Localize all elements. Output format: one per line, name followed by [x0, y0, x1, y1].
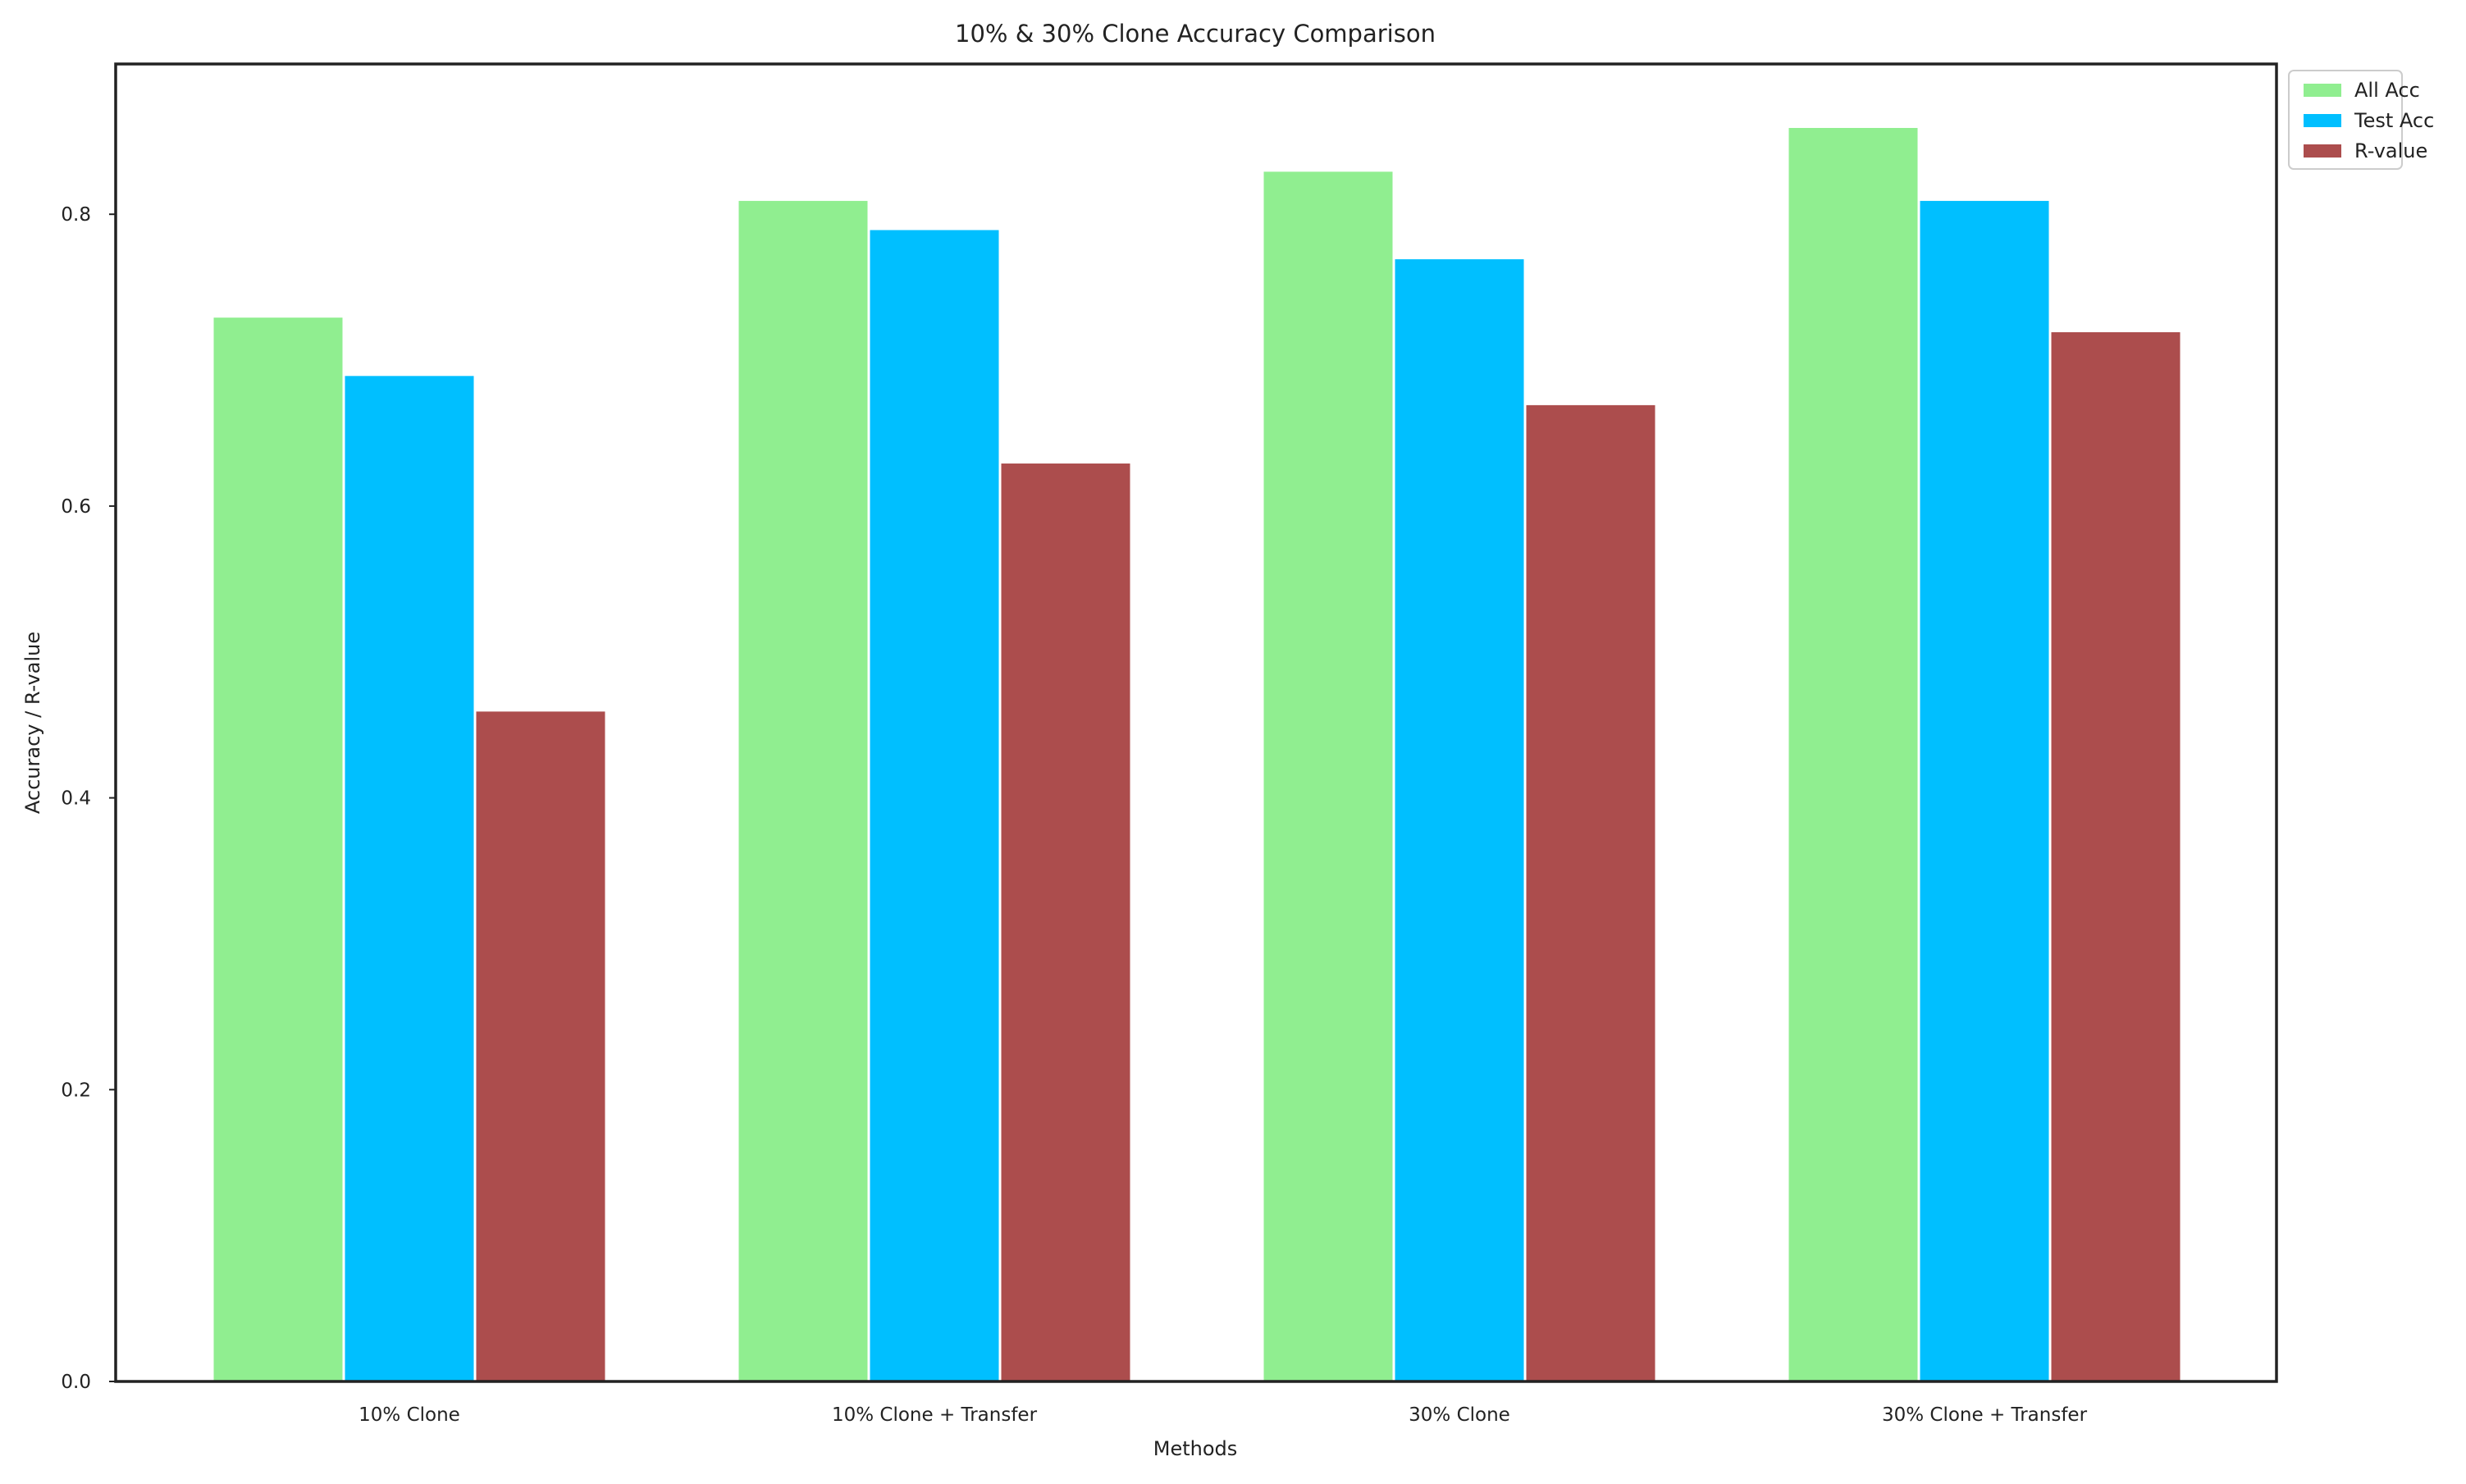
bar-test-acc-2 — [867, 227, 1002, 1383]
y-tick-label: 0.4 — [61, 788, 91, 810]
legend-label: R-value — [2354, 139, 2427, 162]
y-axis-label: Accuracy / R-value — [21, 632, 44, 814]
x-tick-label: 30% Clone — [1409, 1404, 1510, 1426]
legend-swatch-all-acc — [2304, 84, 2341, 97]
bar-all-acc-4 — [1786, 125, 1920, 1383]
bar-r-value-3 — [1523, 402, 1658, 1383]
bar-all-acc-1 — [211, 315, 345, 1383]
bar-test-acc-1 — [342, 373, 477, 1383]
plot-frame — [114, 62, 2278, 1383]
legend: All Acc Test Acc R-value — [2288, 70, 2434, 170]
bar-all-acc-2 — [736, 198, 870, 1383]
legend-label: Test Acc — [2354, 109, 2434, 132]
y-tick-label: 0.2 — [61, 1080, 91, 1101]
bar-all-acc-3 — [1261, 169, 1395, 1383]
x-tick-label: 30% Clone + Transfer — [1882, 1404, 2088, 1426]
x-tick-label: 10% Clone — [358, 1404, 460, 1426]
bar-test-acc-3 — [1392, 257, 1527, 1383]
y-tick-label: 0.0 — [61, 1372, 91, 1393]
plot-area — [211, 125, 2183, 1383]
y-tick-label: 0.8 — [61, 204, 91, 226]
bar-test-acc-4 — [1917, 198, 2052, 1383]
x-tick-label: 10% Clone + Transfer — [832, 1404, 1038, 1426]
bar-r-value-4 — [2048, 329, 2183, 1383]
chart-title: 10% & 30% Clone Accuracy Comparison — [955, 20, 1436, 48]
y-tick-label: 0.6 — [61, 496, 91, 518]
y-axis-ticks: 0.0 0.2 0.4 0.6 0.8 — [61, 204, 116, 1393]
x-axis-label: Methods — [1153, 1437, 1238, 1460]
legend-label: All Acc — [2354, 79, 2420, 102]
x-axis-ticks: 10% Clone 10% Clone + Transfer 30% Clone 30… — [358, 1404, 2087, 1426]
bar-r-value-1 — [473, 709, 608, 1383]
legend-swatch-r-value — [2304, 144, 2341, 158]
bar-r-value-2 — [998, 461, 1133, 1383]
legend-swatch-test-acc — [2304, 114, 2341, 127]
